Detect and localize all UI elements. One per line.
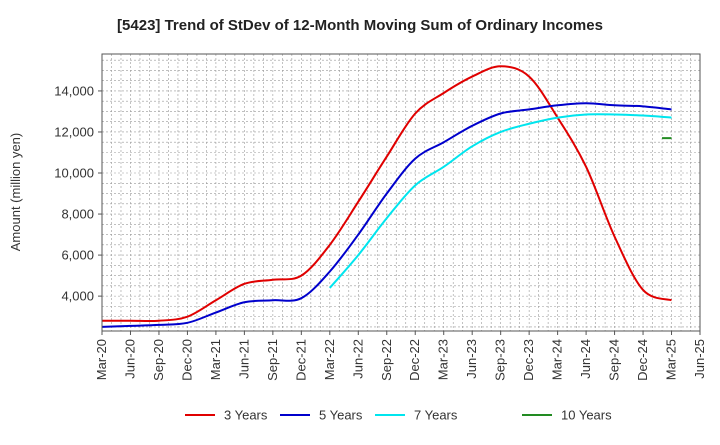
x-tick-label: Jun-23 (464, 339, 479, 379)
x-tick-label: Jun-24 (578, 339, 593, 379)
x-tick-label: Sep-24 (607, 339, 622, 381)
legend: 3 Years 5 Years 7 Years 10 Years (185, 408, 612, 423)
x-axis-ticks: Mar-20 Jun-20 Sep-20 Dec-20 Mar-21 Jun-21 Sep-… (94, 331, 707, 381)
x-tick-label: Mar-20 (94, 339, 109, 380)
x-tick-label: Dec-20 (179, 339, 194, 381)
x-tick-label: Jun-22 (350, 339, 365, 379)
y-tick-label: 10,000 (54, 166, 94, 181)
x-tick-label: Dec-24 (635, 339, 650, 381)
x-tick-label: Jun-25 (692, 339, 707, 379)
y-tick-label: 6,000 (61, 248, 94, 263)
x-tick-label: Mar-23 (436, 339, 451, 380)
legend-label-3-years: 3 Years (224, 408, 268, 423)
series-line-5-years (101, 102, 672, 328)
x-tick-label: Jun-21 (236, 339, 251, 379)
x-tick-label: Mar-25 (664, 339, 679, 380)
x-tick-label: Sep-23 (493, 339, 508, 381)
legend-label-5-years: 5 Years (319, 408, 363, 423)
x-tick-label: Mar-22 (322, 339, 337, 380)
y-tick-label: 4,000 (61, 289, 94, 304)
chart-title: [5423] Trend of StDev of 12-Month Moving… (117, 17, 603, 34)
y-tick-label: 12,000 (54, 124, 94, 139)
x-tick-label: Dec-22 (407, 339, 422, 381)
y-tick-label: 8,000 (61, 207, 94, 222)
y-axis-label: Amount (million yen) (8, 133, 23, 252)
series-line-7-years (329, 113, 672, 289)
series-line-3-years (102, 65, 672, 323)
y-tick-label: 14,000 (54, 83, 94, 98)
x-tick-label: Sep-22 (379, 339, 394, 381)
x-tick-label: Dec-21 (293, 339, 308, 381)
grid (102, 54, 700, 331)
x-tick-label: Sep-20 (151, 339, 166, 381)
x-tick-label: Mar-24 (550, 339, 565, 380)
x-tick-label: Dec-23 (521, 339, 536, 381)
legend-label-7-years: 7 Years (414, 408, 458, 423)
x-tick-label: Jun-20 (122, 339, 137, 379)
plot-frame (101, 53, 701, 332)
x-tick-label: Mar-21 (208, 339, 223, 380)
series-lines (101, 65, 672, 328)
legend-label-10-years: 10 Years (561, 408, 612, 423)
x-tick-label: Sep-21 (265, 339, 280, 381)
y-axis-ticks: 4,000 6,000 8,000 10,000 12,000 14,000 (54, 83, 102, 304)
